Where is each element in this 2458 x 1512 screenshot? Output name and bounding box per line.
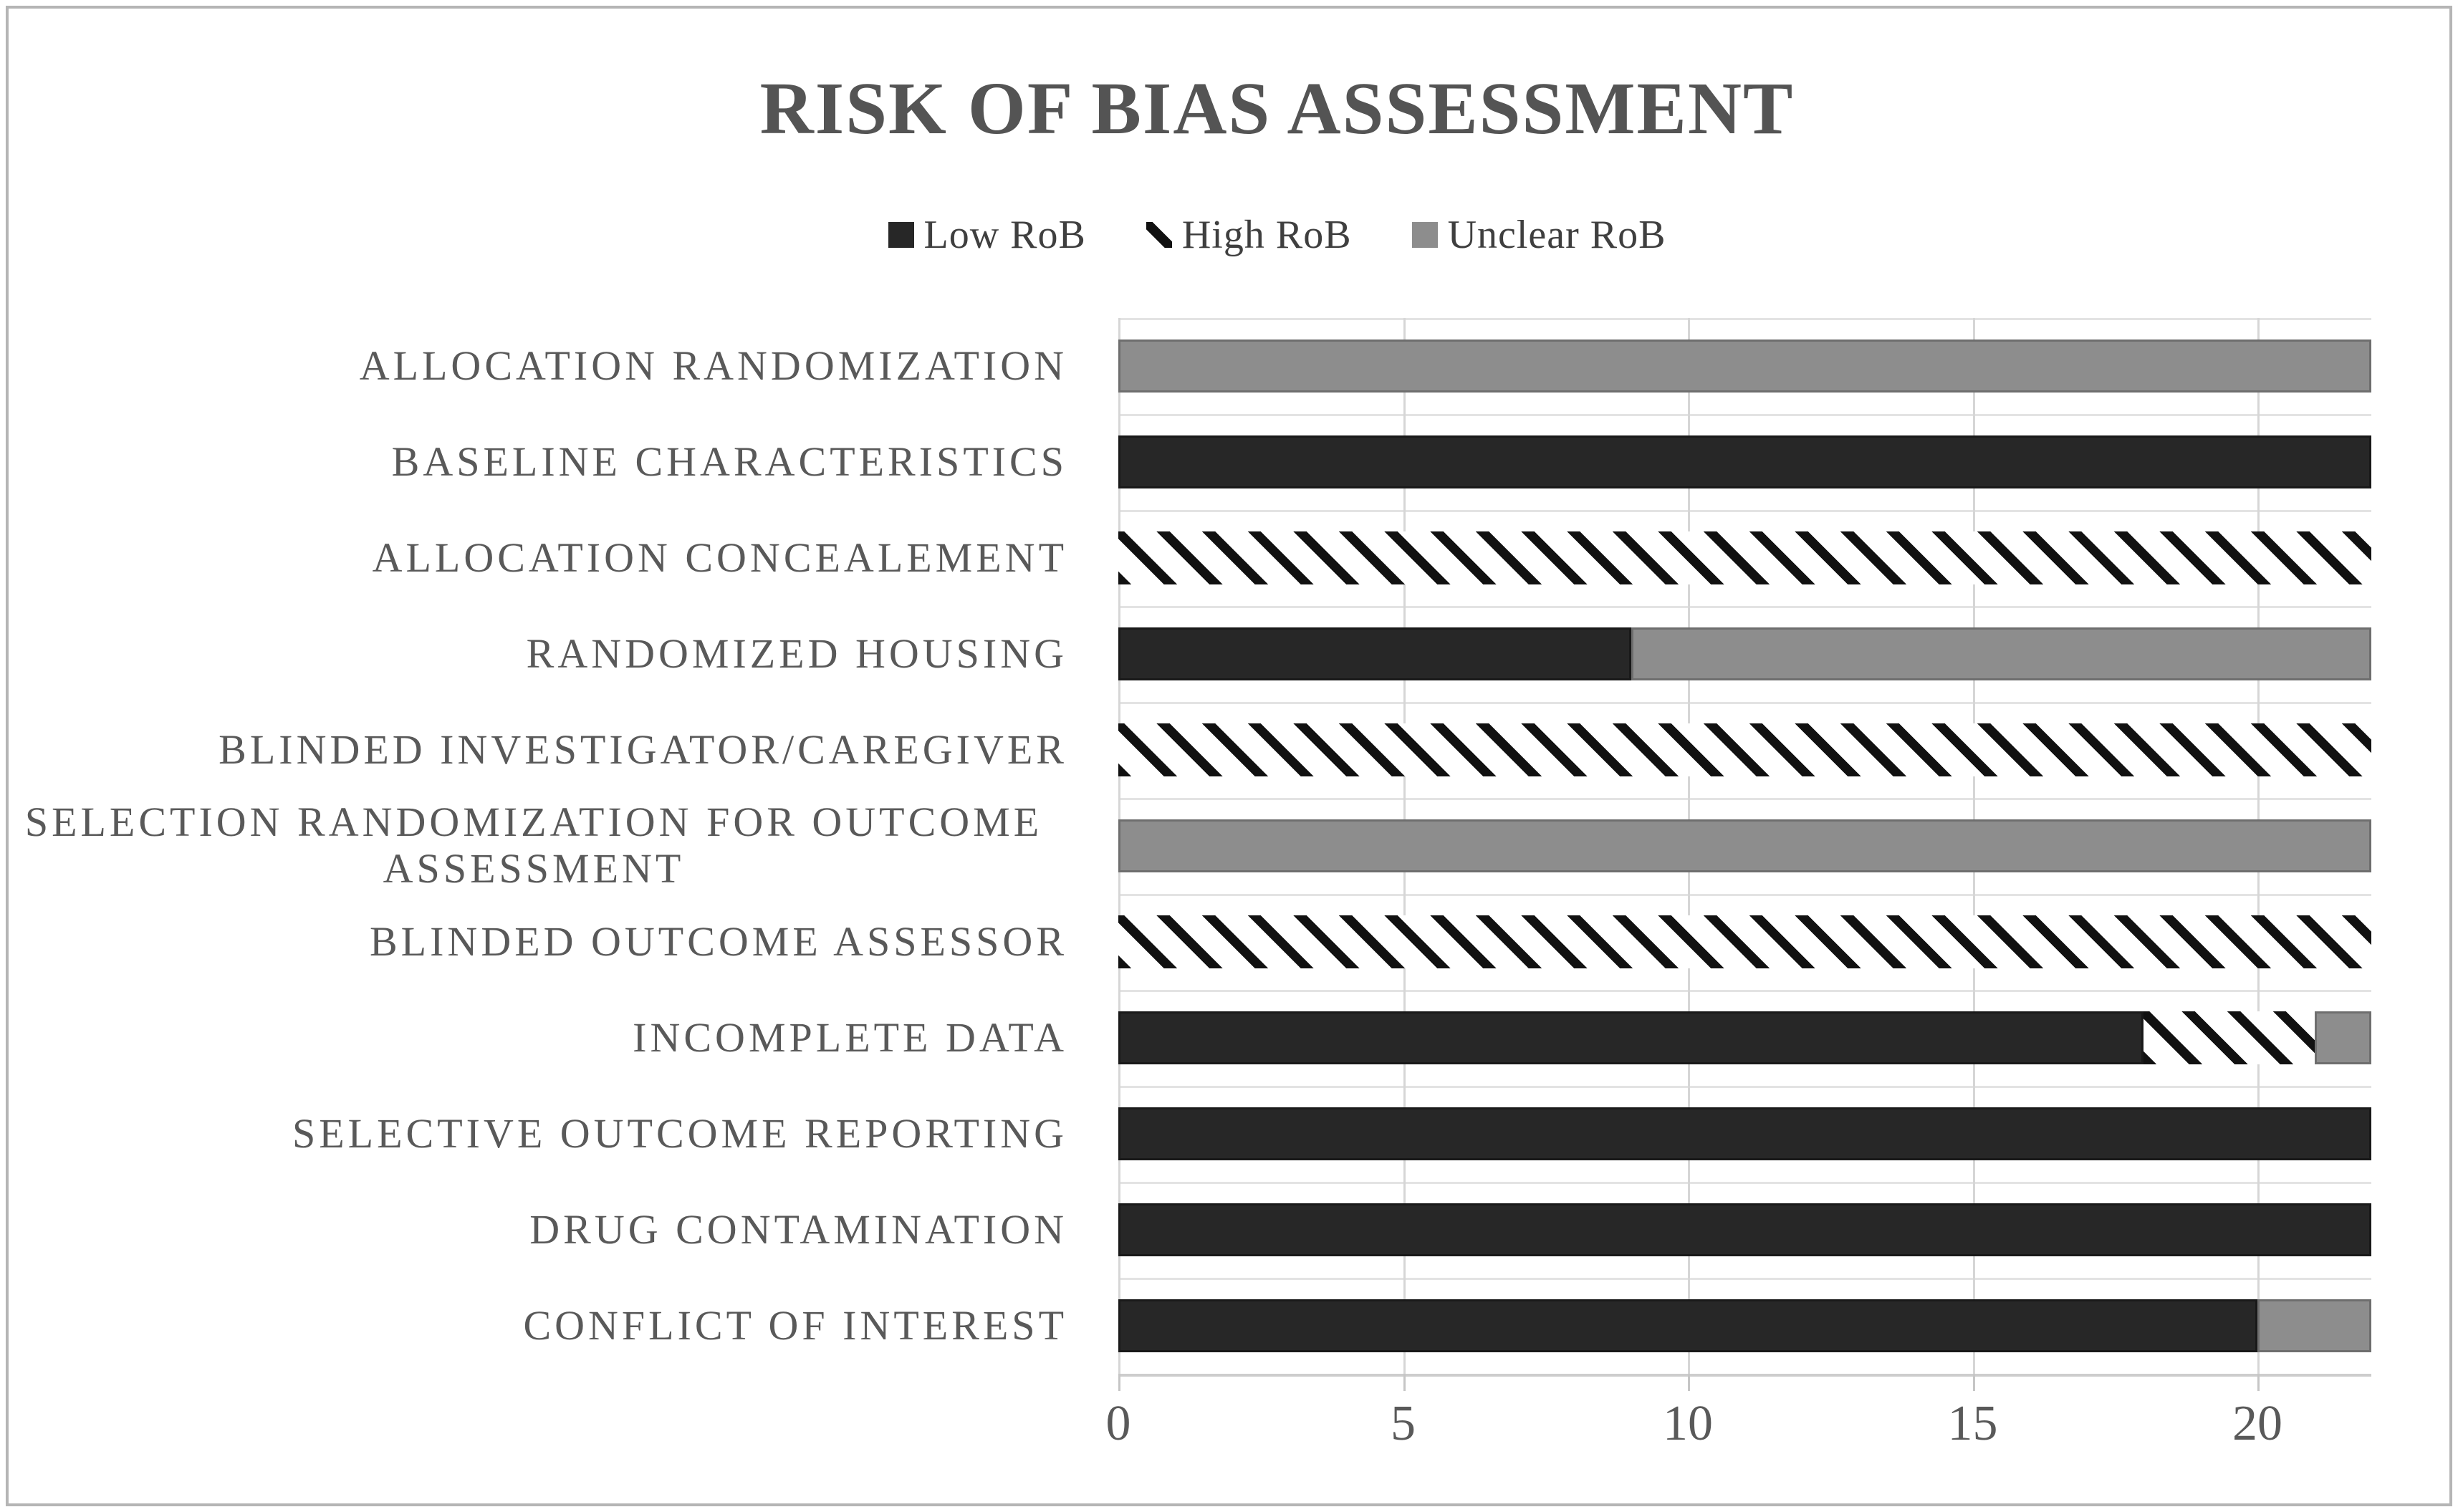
horizontal-gridline	[1118, 798, 2371, 800]
bar-row	[1118, 435, 2371, 488]
bar-segment-low	[1118, 627, 1631, 680]
bar-segment-low	[1118, 435, 2371, 488]
legend: Low RoB High RoB Unclear RoB	[0, 212, 2458, 258]
legend-label: Low RoB	[923, 213, 1086, 257]
bar-segment-low	[1118, 1299, 2257, 1352]
category-label: RANDOMIZED HOUSING	[526, 630, 1067, 677]
bar-row	[1118, 1011, 2371, 1064]
axis-tick-mark	[1688, 1374, 1690, 1391]
bar-row	[1118, 627, 2371, 680]
category-label: SELECTION RANDOMIZATION FOR OUTCOME ASSE…	[24, 799, 1043, 892]
legend-item-low: Low RoB	[888, 212, 1086, 258]
legend-item-high: High RoB	[1146, 212, 1352, 258]
bar-segment-unclear	[1118, 340, 2371, 393]
x-tick-label: 0	[1105, 1396, 1131, 1451]
plot-area	[1118, 318, 2371, 1391]
x-axis-line	[1118, 1374, 2371, 1377]
category-label: BLINDED INVESTIGATOR/CAREGIVER	[219, 726, 1067, 773]
horizontal-gridline	[1118, 414, 2371, 416]
bar-segment-unclear	[1118, 819, 2371, 872]
bar-row	[1118, 1299, 2371, 1352]
bar-segment-unclear	[2257, 1299, 2371, 1352]
legend-item-unclear: Unclear RoB	[1411, 212, 1666, 258]
bar-segment-unclear	[2314, 1011, 2371, 1064]
bar-segment-low	[1118, 1011, 2143, 1064]
bar-segment-high	[1118, 915, 2371, 968]
category-label: BASELINE CHARACTERISTICS	[391, 438, 1067, 485]
legend-swatch-unclear-icon	[1411, 222, 1438, 248]
category-label: INCOMPLETE DATA	[633, 1013, 1067, 1061]
horizontal-gridline	[1118, 894, 2371, 896]
category-label: SELECTIVE OUTCOME REPORTING	[292, 1109, 1067, 1157]
horizontal-gridline	[1118, 318, 2371, 320]
bar-segment-high	[1118, 723, 2371, 776]
axis-tick-mark	[1972, 1374, 1975, 1391]
bar-segment-unclear	[1631, 627, 2371, 680]
legend-swatch-high-icon	[1146, 222, 1172, 248]
horizontal-gridline	[1118, 510, 2371, 512]
horizontal-gridline	[1118, 606, 2371, 608]
axis-tick-mark	[2257, 1374, 2260, 1391]
bar-segment-low	[1118, 1107, 2371, 1160]
category-label: ALLOCATION CONCEALEMENT	[372, 534, 1067, 581]
bar-row	[1118, 531, 2371, 584]
horizontal-gridline	[1118, 1086, 2371, 1088]
x-tick-label: 10	[1663, 1396, 1713, 1451]
bar-row	[1118, 723, 2371, 776]
horizontal-gridline	[1118, 1182, 2371, 1184]
category-label: ALLOCATION RANDOMIZATION	[359, 342, 1067, 389]
bar-row	[1118, 819, 2371, 872]
bar-row	[1118, 1203, 2371, 1256]
bar-segment-high	[1118, 531, 2371, 584]
bar-row	[1118, 1107, 2371, 1160]
category-label: CONFLICT OF INTEREST	[523, 1301, 1067, 1349]
horizontal-gridline	[1118, 1278, 2371, 1280]
bar-segment-low	[1118, 1203, 2371, 1256]
category-label: BLINDED OUTCOME ASSESSOR	[370, 918, 1067, 965]
category-label: DRUG CONTAMINATION	[529, 1205, 1067, 1253]
x-tick-label: 20	[2232, 1396, 2282, 1451]
x-tick-label: 5	[1391, 1396, 1416, 1451]
bar-row	[1118, 915, 2371, 968]
axis-tick-mark	[1118, 1374, 1120, 1391]
x-tick-label: 15	[1947, 1396, 1998, 1451]
legend-label: High RoB	[1181, 213, 1352, 257]
chart-title: RISK OF BIAS ASSESSMENT	[759, 67, 1795, 150]
legend-label: Unclear RoB	[1447, 213, 1666, 257]
axis-tick-mark	[1403, 1374, 1406, 1391]
legend-swatch-low-icon	[888, 222, 914, 248]
horizontal-gridline	[1118, 990, 2371, 992]
horizontal-gridline	[1118, 702, 2371, 704]
bar-segment-high	[2143, 1011, 2315, 1064]
bar-row	[1118, 340, 2371, 393]
